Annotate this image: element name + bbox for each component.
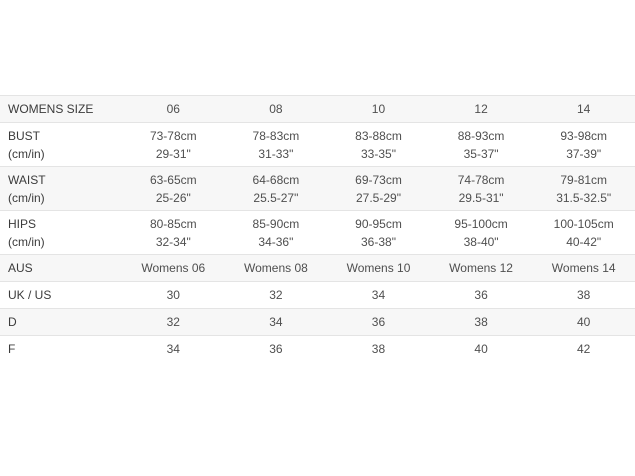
row-sublabel-text: (cm/in)	[8, 234, 45, 249]
row-sublabel-text: (cm/in)	[8, 190, 45, 205]
table-row-f: F 34 36 38 40 42	[0, 335, 635, 363]
row-label-text: HIPS	[8, 216, 37, 231]
table-row-bust: BUST (cm/in) 73-78cm 29-31" 78-83cm 31-3…	[0, 122, 635, 167]
measurement-cell: 83-88cm 33-35"	[327, 123, 430, 167]
measurement-cm: 93-98cm	[560, 128, 608, 143]
measurement-cm: 88-93cm	[457, 128, 505, 143]
measurement-cell: 85-90cm 34-36"	[225, 211, 328, 255]
table-row-waist: WAIST (cm/in) 63-65cm 25-26" 64-68cm 25.…	[0, 166, 635, 211]
measurement-cell: 69-73cm 27.5-29"	[327, 167, 430, 211]
size-column-header-10: 10	[371, 102, 386, 116]
table-row-aus: AUS Womens 06 Womens 08 Womens 10 Womens…	[0, 254, 635, 282]
measurement-cell: 74-78cm 29.5-31"	[430, 167, 533, 211]
measurement-cell: 80-85cm 32-34"	[122, 211, 225, 255]
measurement-cm: 63-65cm	[149, 172, 197, 187]
measurement-cell: 79-81cm 31.5-32.5"	[532, 167, 635, 211]
row-label-d: D	[8, 315, 17, 329]
row-label-womens-size: WOMENS SIZE	[8, 102, 94, 116]
size-value-cell: 34	[371, 288, 386, 302]
measurement-cell: 88-93cm 35-37"	[430, 123, 533, 167]
measurement-in: 25.5-27"	[253, 190, 299, 205]
size-value-cell: 40	[474, 342, 488, 357]
measurement-in: 33-35"	[361, 146, 396, 161]
row-label-hips: HIPS (cm/in)	[0, 211, 122, 255]
row-label-waist: WAIST (cm/in)	[0, 167, 122, 211]
measurement-cm: 78-83cm	[252, 128, 300, 143]
table-header-row: WOMENS SIZE 06 08 10 12 14	[0, 95, 635, 123]
measurement-in: 40-42"	[566, 234, 602, 249]
measurement-cm: 64-68cm	[252, 172, 300, 187]
size-value-cell: Womens 08	[243, 261, 308, 275]
measurement-cm: 90-95cm	[355, 216, 402, 231]
row-label-f: F	[8, 342, 16, 357]
measurement-cm: 95-100cm	[454, 216, 508, 231]
size-column-header-12: 12	[474, 102, 488, 116]
measurement-in: 34-36"	[258, 234, 294, 249]
measurement-cell: 73-78cm 29-31"	[122, 123, 225, 167]
size-column-header-08: 08	[269, 102, 283, 116]
size-value-cell: 36	[474, 288, 488, 302]
measurement-in: 27.5-29"	[356, 190, 401, 205]
size-value-cell: 38	[474, 315, 488, 329]
size-value-cell: 38	[371, 342, 386, 357]
measurement-in: 29.5-31"	[458, 190, 504, 205]
size-value-cell: 38	[577, 288, 591, 302]
size-value-cell: 30	[166, 288, 180, 302]
measurement-in: 25-26"	[155, 190, 191, 205]
row-label-text: WAIST	[8, 172, 46, 187]
measurement-in: 37-39"	[566, 146, 602, 161]
measurement-cm: 100-105cm	[553, 216, 614, 231]
size-value-cell: Womens 06	[141, 261, 206, 275]
size-value-cell: 36	[371, 315, 386, 329]
size-value-cell: 34	[166, 342, 180, 357]
row-label-bust: BUST (cm/in)	[0, 123, 122, 167]
size-column-header-06: 06	[166, 102, 180, 116]
measurement-cell: 63-65cm 25-26"	[122, 167, 225, 211]
measurement-cell: 64-68cm 25.5-27"	[225, 167, 328, 211]
measurement-cm: 74-78cm	[457, 172, 505, 187]
table-row-uk-us: UK / US 30 32 34 36 38	[0, 281, 635, 309]
measurement-in: 31-33"	[258, 146, 294, 161]
size-value-cell: 36	[269, 342, 283, 357]
measurement-cell: 90-95cm 36-38"	[327, 211, 430, 255]
row-label-text: BUST	[8, 128, 41, 143]
size-column-header-14: 14	[577, 102, 591, 116]
table-row-d: D 32 34 36 38 40	[0, 308, 635, 336]
table-row-hips: HIPS (cm/in) 80-85cm 32-34" 85-90cm 34-3…	[0, 210, 635, 255]
row-label-uk-us: UK / US	[8, 288, 52, 302]
measurement-cm: 79-81cm	[560, 172, 608, 187]
size-value-cell: Womens 10	[346, 261, 411, 275]
size-value-cell: 32	[166, 315, 180, 329]
measurement-in: 38-40"	[463, 234, 499, 249]
measurement-cm: 80-85cm	[149, 216, 197, 231]
measurement-cell: 78-83cm 31-33"	[225, 123, 328, 167]
measurement-in: 29-31"	[155, 146, 191, 161]
measurement-in: 32-34"	[155, 234, 191, 249]
measurement-in: 36-38"	[361, 234, 396, 249]
size-value-cell: 34	[269, 315, 283, 329]
size-value-cell: Womens 14	[551, 261, 616, 275]
measurement-cell: 100-105cm 40-42"	[532, 211, 635, 255]
size-value-cell: Womens 12	[449, 261, 513, 275]
womens-size-table: WOMENS SIZE 06 08 10 12 14 BUST (cm/in) …	[0, 95, 635, 363]
size-value-cell: 40	[577, 315, 591, 329]
measurement-cm: 85-90cm	[252, 216, 300, 231]
measurement-in: 31.5-32.5"	[556, 190, 612, 205]
measurement-cm: 73-78cm	[149, 128, 197, 143]
size-value-cell: 32	[269, 288, 283, 302]
row-sublabel-text: (cm/in)	[8, 146, 45, 161]
measurement-cell: 95-100cm 38-40"	[430, 211, 533, 255]
measurement-in: 35-37"	[463, 146, 499, 161]
measurement-cm: 83-88cm	[355, 128, 402, 143]
row-label-aus: AUS	[8, 261, 33, 275]
size-value-cell: 42	[577, 342, 591, 357]
measurement-cm: 69-73cm	[355, 172, 402, 187]
measurement-cell: 93-98cm 37-39"	[532, 123, 635, 167]
